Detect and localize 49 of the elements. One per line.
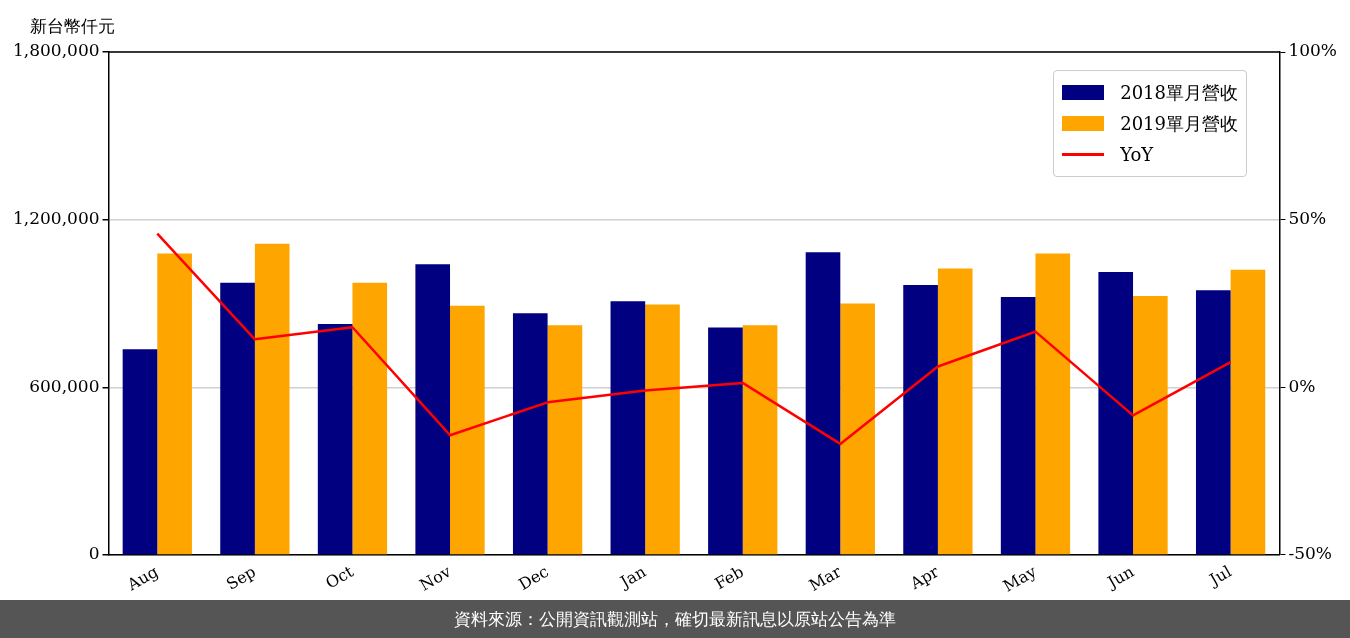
y2-tick-label: 100% <box>1288 40 1338 61</box>
bar <box>254 243 290 555</box>
legend-label: YoY <box>1120 143 1154 167</box>
bar <box>512 313 548 555</box>
x-tick-label: Nov <box>416 561 455 595</box>
x-tick-label: Jan <box>615 561 650 593</box>
source-note: 資料來源：公開資訊觀測站，確切最新訊息以原站公告為準 <box>454 607 896 631</box>
x-tick-label: Sep <box>222 561 259 594</box>
x-tick-label: Aug <box>123 561 162 595</box>
x-tick-label: Feb <box>711 561 747 594</box>
y-tick-label: 0 <box>88 543 100 564</box>
bar <box>1000 297 1036 555</box>
x-tick-label: Jul <box>1204 561 1235 591</box>
bar <box>547 325 583 555</box>
y-tick-label: 1,800,000 <box>12 40 100 61</box>
bar <box>317 324 353 555</box>
y-tick-label: 1,200,000 <box>12 208 100 229</box>
legend-label: 2018單月營收 <box>1120 81 1238 105</box>
y2-tick-label: 50% <box>1288 208 1327 229</box>
y2-tick-label: -50% <box>1288 543 1332 564</box>
bar <box>610 301 646 555</box>
bar <box>220 282 255 555</box>
bar <box>645 304 680 555</box>
bar <box>1035 253 1071 555</box>
y-axis-title: 新台幣仟元 <box>30 15 115 36</box>
x-tick-label: Apr <box>906 561 943 594</box>
bar <box>742 325 778 555</box>
x-tick-label: Mar <box>805 561 845 596</box>
bar <box>840 303 875 555</box>
bar <box>805 252 841 555</box>
bar <box>1195 290 1231 555</box>
bar <box>1230 269 1266 555</box>
y-tick-label: 600,000 <box>29 375 100 396</box>
bar <box>157 253 192 555</box>
bar <box>352 282 388 555</box>
bar <box>1133 295 1168 555</box>
bar <box>450 305 485 555</box>
x-tick-label: Oct <box>322 561 358 593</box>
legend-label: 2019單月營收 <box>1120 112 1238 136</box>
y2-tick-label: 0% <box>1288 375 1316 396</box>
bar <box>708 327 743 555</box>
x-tick-label: Dec <box>515 561 552 594</box>
x-tick-label: Jun <box>1102 561 1138 593</box>
bar <box>415 264 451 555</box>
bar <box>937 268 973 555</box>
bar <box>1098 271 1134 555</box>
bar <box>903 285 938 555</box>
x-tick-label: May <box>999 561 1040 596</box>
bar <box>122 349 158 555</box>
